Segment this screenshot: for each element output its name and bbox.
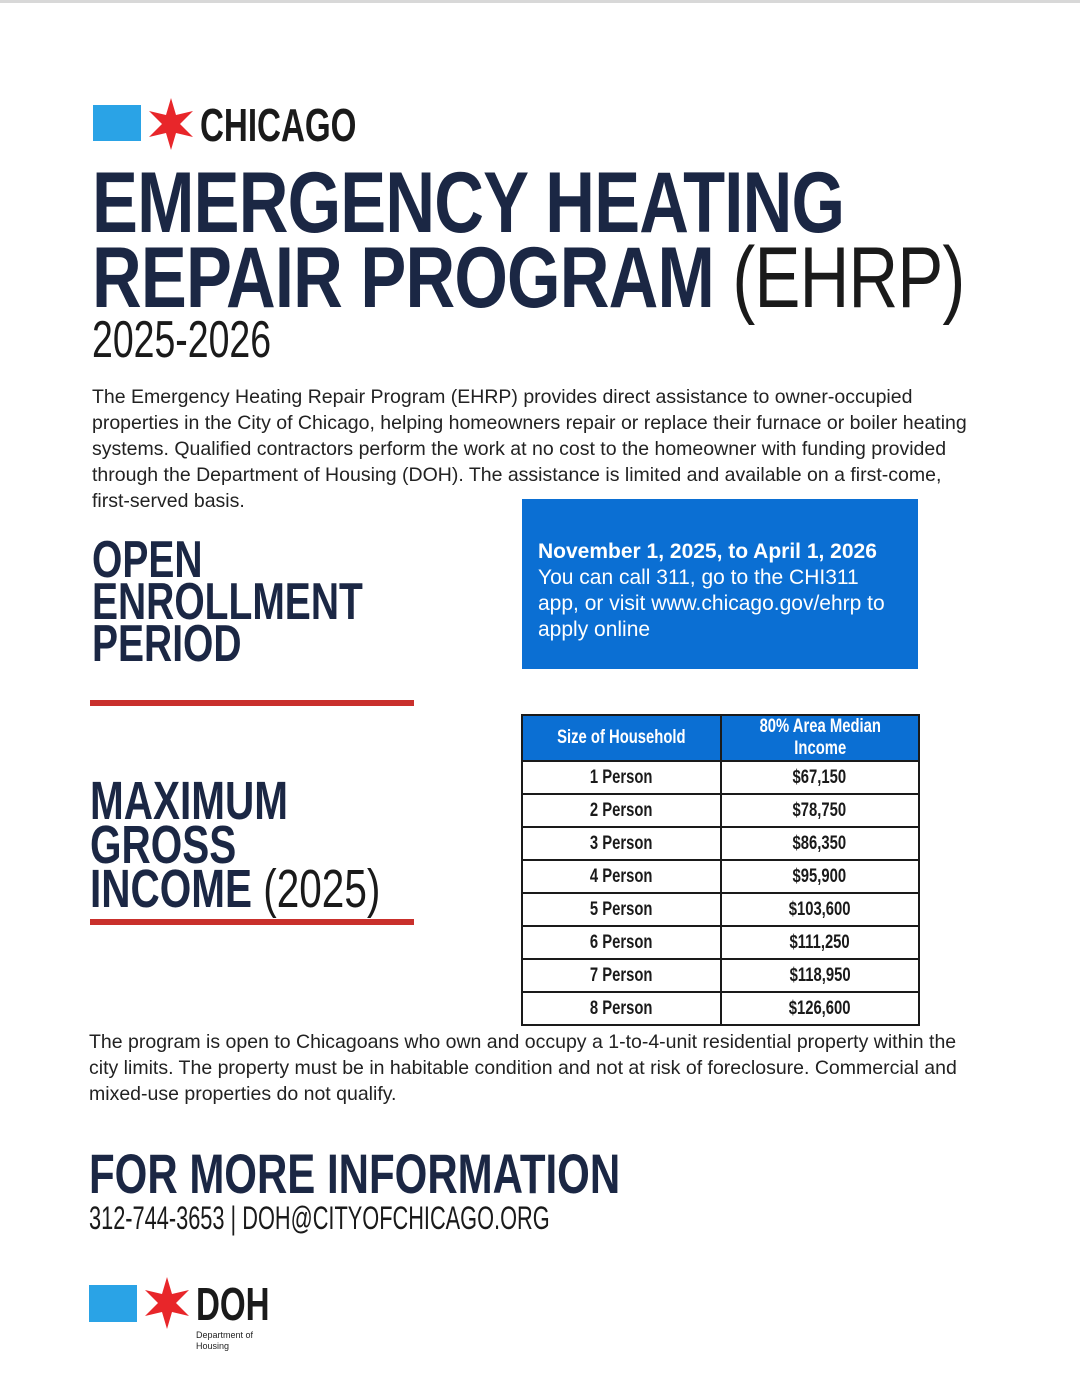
income-table: Size of Household 80% Area Median Income…	[521, 714, 920, 1026]
enrollment-heading-line: PERIOD	[92, 615, 242, 673]
doh-subtitle: Department of Housing	[196, 1330, 253, 1352]
household-size-cell: 8 Person	[521, 991, 722, 1026]
intro-paragraph: The Emergency Heating Repair Program (EH…	[92, 386, 967, 512]
household-size: 8 Person	[589, 997, 653, 1019]
enrollment-instructions: You can call 311, go to the CHI311 app, …	[538, 566, 885, 641]
income-heading-line: MAXIMUM	[90, 771, 288, 831]
income-limit: $103,600	[788, 898, 851, 920]
table-row: 6 Person $111,250	[521, 925, 920, 960]
income-heading-line: GROSS	[90, 815, 237, 875]
household-size-cell: 1 Person	[521, 760, 722, 795]
doh-flag-square	[89, 1285, 137, 1322]
household-size: 6 Person	[589, 931, 653, 953]
enrollment-heading-line: ENROLLMENT	[92, 573, 363, 631]
enrollment-heading: OPEN ENROLLMENT PERIOD	[92, 531, 363, 673]
household-size: 2 Person	[589, 799, 653, 821]
income-limit-cell: $86,350	[719, 826, 920, 861]
income-limit: $95,900	[792, 865, 847, 887]
household-size: 7 Person	[589, 964, 653, 986]
chicago-flag-square	[93, 105, 141, 141]
title-years: 2025-2026	[92, 311, 272, 369]
enrollment-dates: November 1, 2025, to April 1, 2026	[538, 540, 877, 563]
chicago-star-icon	[149, 98, 193, 150]
table-row: 4 Person $95,900	[521, 859, 920, 894]
income-limit-cell: $67,150	[719, 760, 920, 795]
red-divider	[90, 919, 414, 925]
table-header-row: Size of Household 80% Area Median Income	[521, 714, 920, 762]
eligibility-paragraph: The program is open to Chicagoans who ow…	[89, 1031, 957, 1105]
table-row: 1 Person $67,150	[521, 760, 920, 795]
household-size-cell: 3 Person	[521, 826, 722, 861]
column-header: Size of Household	[557, 727, 686, 748]
table-row: 3 Person $86,350	[521, 826, 920, 861]
title-acronym: (EHRP)	[732, 230, 965, 326]
more-info-heading: FOR MORE INFORMATION	[89, 1142, 621, 1205]
income-limit: $118,950	[789, 964, 851, 986]
column-header: 80% Area Median Income	[759, 716, 881, 759]
table-row: 8 Person $126,600	[521, 991, 920, 1026]
doh-logo-text: DOH	[196, 1278, 270, 1330]
household-size-cell: 5 Person	[521, 892, 722, 927]
income-limit-cell: $118,950	[719, 958, 920, 993]
income-limit: $86,350	[792, 832, 847, 854]
household-size-cell: 6 Person	[521, 925, 722, 960]
table-row: 7 Person $118,950	[521, 958, 920, 993]
title-line-1: EMERGENCY HEATING	[92, 155, 845, 251]
doh-subtitle-line: Housing	[196, 1341, 230, 1351]
title-line-2: REPAIR PROGRAM (EHRP)	[92, 230, 965, 326]
income-limit: $78,750	[792, 799, 847, 821]
income-limit: $67,150	[792, 766, 847, 788]
enrollment-info-box: November 1, 2025, to April 1, 2026 You c…	[522, 499, 918, 669]
household-size-cell: 4 Person	[521, 859, 722, 894]
income-heading-line: INCOME	[90, 859, 252, 919]
title-program: REPAIR PROGRAM	[92, 230, 715, 326]
household-size: 1 Person	[589, 766, 653, 788]
chicago-logo-text: CHICAGO	[200, 99, 357, 151]
household-size: 3 Person	[589, 832, 653, 854]
income-limit-cell: $111,250	[719, 925, 920, 960]
doh-subtitle-line: Department of	[196, 1330, 254, 1340]
income-limit-cell: $95,900	[719, 859, 920, 894]
enrollment-heading-line: OPEN	[92, 531, 203, 589]
income-limit: $126,600	[788, 997, 851, 1019]
table-row: 5 Person $103,600	[521, 892, 920, 927]
income-limit-cell: $103,600	[719, 892, 920, 927]
doh-star-icon	[145, 1277, 189, 1329]
table-row: 2 Person $78,750	[521, 793, 920, 828]
contact-info: 312-744-3653 | DOH@CITYOFCHICAGO.ORG	[89, 1200, 550, 1236]
income-year: (2025)	[263, 859, 381, 919]
income-limit-cell: $78,750	[719, 793, 920, 828]
income-limit: $111,250	[789, 931, 850, 953]
household-size-cell: 2 Person	[521, 793, 722, 828]
household-size: 5 Person	[589, 898, 653, 920]
household-size-cell: 7 Person	[521, 958, 722, 993]
income-heading: MAXIMUM GROSS INCOME (2025)	[90, 771, 381, 919]
income-limit-cell: $126,600	[719, 991, 920, 1026]
red-divider	[90, 700, 414, 706]
household-size: 4 Person	[589, 865, 653, 887]
